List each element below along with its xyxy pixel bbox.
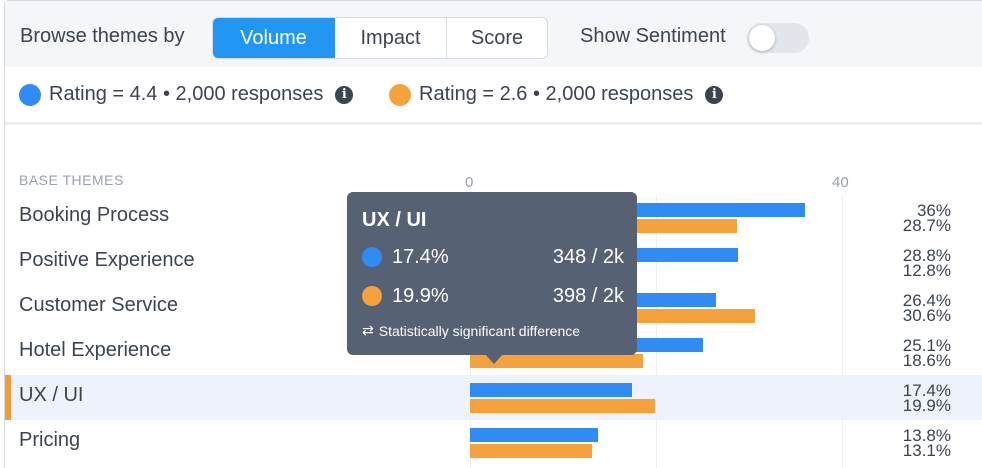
- value-label-low-rating: 19.9%: [902, 396, 951, 415]
- tooltip-dot-orange: [362, 286, 382, 306]
- value-label-high-rating: 28.8%: [902, 246, 951, 265]
- tooltip-title: UX / UI: [362, 209, 427, 231]
- mode-segmented-control: Volume Impact Score: [212, 17, 548, 59]
- legend: Rating = 4.4 • 2,000 responses i Rating …: [5, 67, 982, 125]
- axis-tick-0: 0: [465, 174, 474, 191]
- theme-label: Booking Process: [19, 204, 170, 226]
- tooltip-footer-text: Statistically significant difference: [378, 323, 581, 339]
- bar-high-rating: [470, 383, 632, 397]
- swap-arrows-icon: ⇄: [362, 323, 374, 339]
- gridline: [842, 195, 843, 468]
- legend-label: Rating = 2.6 • 2,000 responses: [419, 83, 694, 105]
- tooltip-pct: 19.9%: [392, 285, 449, 307]
- value-label-low-rating: 30.6%: [902, 306, 951, 325]
- toggle-knob: [749, 25, 775, 51]
- bar-low-rating: [470, 354, 643, 368]
- value-label-high-rating: 25.1%: [902, 336, 951, 355]
- value-label-low-rating: 18.6%: [902, 351, 951, 370]
- mode-impact-button[interactable]: Impact: [335, 18, 447, 58]
- value-label-low-rating: 12.8%: [902, 261, 951, 280]
- axis-tick-40: 40: [832, 174, 849, 191]
- legend-dot-blue: [19, 83, 41, 106]
- selected-row-indicator: [5, 375, 11, 420]
- theme-row[interactable]: Pricing 13.8% 13.1%: [5, 420, 982, 465]
- value-label-high-rating: 36%: [916, 201, 951, 220]
- gridline: [656, 195, 657, 468]
- show-sentiment-label: Show Sentiment: [580, 25, 726, 47]
- tooltip-count: 398 / 2k: [552, 285, 624, 307]
- info-icon[interactable]: i: [335, 85, 354, 104]
- legend-item-high-rating: Rating = 4.4 • 2,000 responses i: [19, 83, 354, 106]
- mode-score-button[interactable]: Score: [470, 26, 524, 49]
- theme-label: Positive Experience: [19, 249, 195, 271]
- value-label-high-rating: 13.8%: [902, 426, 951, 445]
- value-label-low-rating: 28.7%: [902, 216, 951, 235]
- bar-low-rating: [470, 444, 592, 458]
- theme-label: UX / UI: [19, 384, 84, 406]
- tooltip-dot-blue: [362, 247, 382, 267]
- tooltip-pointer: [485, 354, 503, 364]
- tooltip-footer: ⇄ Statistically significant difference: [362, 323, 580, 339]
- bar-high-rating: [470, 428, 599, 442]
- panel-frame: [4, 0, 982, 468]
- tooltip: UX / UI 17.4% 348 / 2k 19.9% 398 / 2k ⇄ …: [347, 192, 637, 355]
- legend-dot-orange: [389, 83, 411, 106]
- theme-label: Hotel Experience: [19, 339, 172, 361]
- info-icon[interactable]: i: [705, 85, 724, 104]
- section-heading: BASE THEMES: [19, 172, 124, 188]
- theme-label: Customer Service: [19, 294, 178, 316]
- value-label-low-rating: 13.1%: [902, 441, 951, 460]
- browse-label: Browse themes by: [20, 25, 185, 47]
- mode-volume-button[interactable]: Volume: [213, 18, 335, 58]
- legend-label: Rating = 4.4 • 2,000 responses: [49, 83, 324, 105]
- tooltip-count: 348 / 2k: [552, 246, 624, 268]
- tooltip-pct: 17.4%: [392, 246, 449, 268]
- tooltip-row-orange: 19.9% 398 / 2k: [362, 284, 624, 308]
- value-label-high-rating: 26.4%: [902, 291, 951, 310]
- legend-item-low-rating: Rating = 2.6 • 2,000 responses i: [389, 83, 724, 106]
- tooltip-row-blue: 17.4% 348 / 2k: [362, 245, 624, 269]
- theme-row[interactable]: UX / UI 17.4% 19.9%: [5, 375, 982, 420]
- bar-low-rating: [470, 399, 656, 413]
- show-sentiment-toggle[interactable]: [747, 23, 809, 53]
- toolbar: Browse themes by Volume Impact Score Sho…: [5, 1, 982, 67]
- value-label-high-rating: 17.4%: [902, 381, 951, 400]
- theme-label: Pricing: [19, 429, 81, 451]
